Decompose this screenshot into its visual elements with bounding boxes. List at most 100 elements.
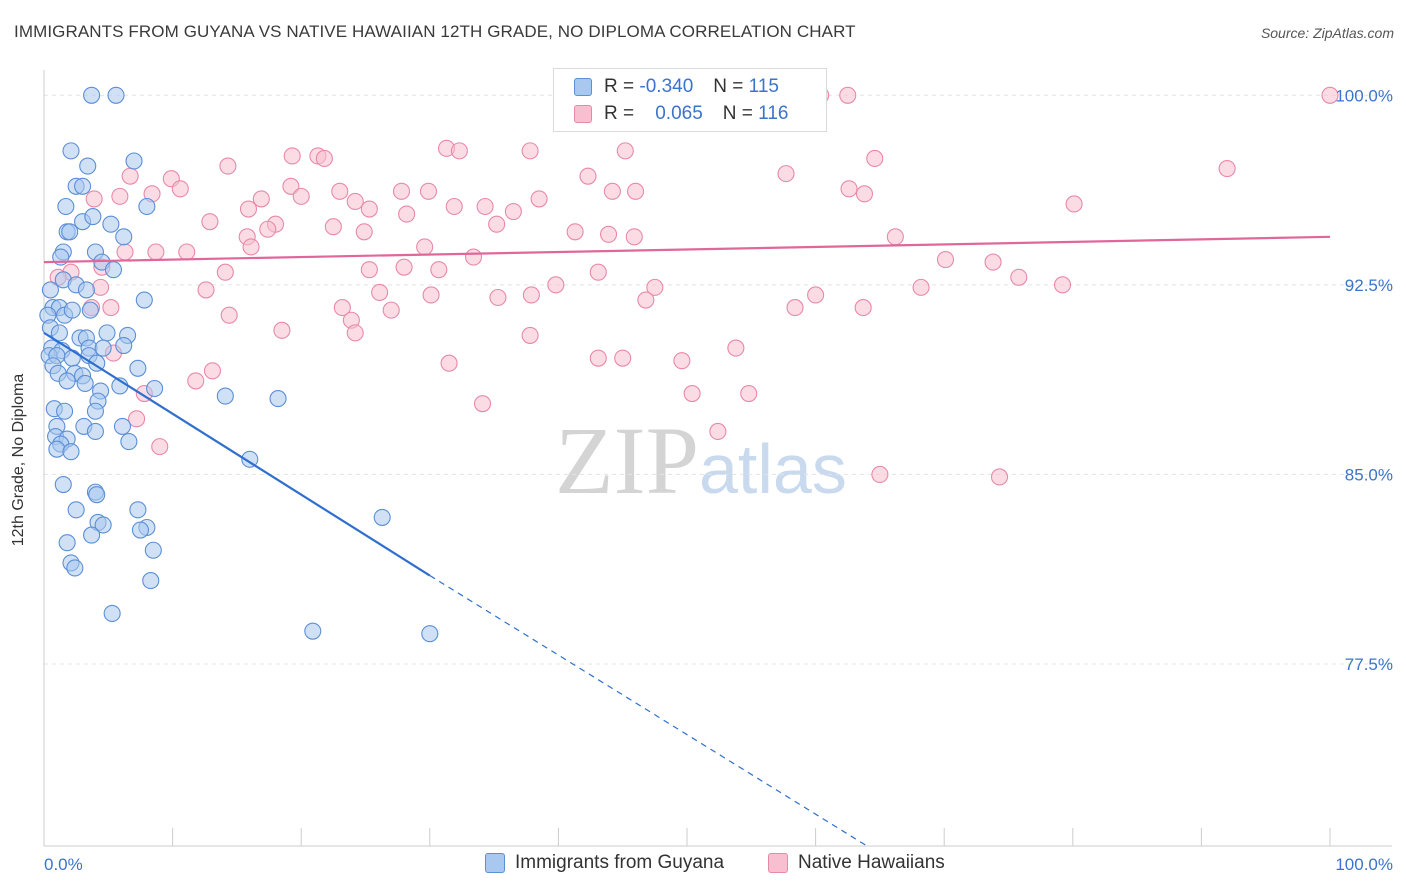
legend-n-label: N = (713, 76, 744, 97)
legend-n-value: 115 (748, 76, 779, 97)
point-native-hawaiians (220, 306, 238, 324)
point-native-hawaiians (239, 200, 258, 218)
point-native-hawaiians (346, 192, 364, 210)
legend-swatch-pink (574, 105, 592, 123)
point-native-hawaiians (355, 223, 373, 241)
point-guyana (50, 324, 68, 342)
legend-swatch-blue (574, 78, 592, 96)
legend-row-hawaiians: R = 0.065 N = 116 (574, 101, 788, 127)
legend-row-guyana: R = -0.340 N = 115 (574, 74, 779, 100)
chart-source: Source: ZipAtlas.com (1260, 25, 1394, 41)
point-native-hawaiians (646, 278, 664, 296)
point-native-hawaiians (440, 354, 458, 372)
point-native-hawaiians (984, 253, 1002, 271)
point-native-hawaiians (392, 182, 411, 200)
point-native-hawaiians (419, 182, 438, 200)
x-tick-label-max: 100.0% (1335, 855, 1393, 874)
point-native-hawaiians (333, 299, 351, 317)
point-native-hawaiians (589, 349, 607, 367)
y-tick-label: 85.0% (1345, 465, 1393, 484)
point-native-hawaiians (603, 182, 621, 200)
point-guyana (125, 152, 143, 170)
point-guyana (88, 486, 106, 504)
point-guyana (241, 450, 259, 468)
point-native-hawaiians (786, 299, 804, 317)
point-native-hawaiians (445, 197, 463, 216)
y-axis-label: 12th Grade, No Diploma (10, 373, 27, 547)
zipatlas-watermark: ZIPatlas (555, 405, 847, 516)
legend-swatch-pink (768, 853, 788, 873)
point-native-hawaiians (324, 218, 342, 236)
point-native-hawaiians (259, 220, 277, 238)
point-native-hawaiians (627, 182, 645, 200)
point-native-hawaiians (147, 243, 165, 261)
point-native-hawaiians (395, 258, 413, 276)
point-native-hawaiians (476, 197, 494, 216)
point-guyana (216, 387, 234, 405)
point-guyana (129, 359, 147, 377)
point-native-hawaiians (382, 301, 400, 319)
legend-r-value: -0.340 (639, 76, 694, 97)
point-native-hawaiians (673, 352, 691, 370)
point-native-hawaiians (566, 223, 584, 241)
point-guyana (86, 422, 104, 441)
legend-swatch-blue (485, 853, 505, 873)
legend-n-label: N = (722, 103, 753, 124)
guyana-points (39, 86, 439, 643)
point-native-hawaiians (273, 321, 291, 339)
point-native-hawaiians (360, 200, 378, 218)
point-native-hawaiians (201, 213, 219, 231)
y-tick-label: 100.0% (1335, 86, 1393, 105)
point-guyana (54, 475, 72, 494)
point-native-hawaiians (936, 251, 955, 269)
point-native-hawaiians (216, 263, 234, 281)
chart-title: IMMIGRANTS FROM GUYANA VS NATIVE HAWAIIA… (14, 22, 856, 41)
legend-item-guyana: Immigrants from Guyana (485, 852, 724, 874)
point-guyana (142, 572, 160, 590)
point-guyana (41, 281, 59, 299)
point-native-hawaiians (371, 283, 389, 301)
point-guyana (107, 86, 125, 104)
point-native-hawaiians (709, 422, 727, 441)
point-native-hawaiians (430, 261, 448, 279)
point-native-hawaiians (398, 205, 416, 223)
point-native-hawaiians (283, 147, 301, 165)
point-native-hawaiians (522, 286, 540, 304)
point-guyana (84, 208, 102, 226)
point-native-hawaiians (614, 349, 632, 367)
point-guyana (94, 339, 112, 357)
point-native-hawaiians (171, 180, 189, 198)
point-guyana (74, 177, 92, 195)
point-native-hawaiians (187, 372, 205, 390)
point-guyana (104, 261, 122, 279)
point-native-hawaiians (1053, 276, 1072, 294)
point-guyana (304, 622, 322, 640)
point-native-hawaiians (102, 299, 120, 317)
point-guyana (77, 281, 95, 299)
point-native-hawaiians (1010, 268, 1028, 286)
point-native-hawaiians (252, 190, 270, 208)
tick-labels: 77.5% 85.0% 92.5% 100.0% 0.0% 100.0% (44, 86, 1393, 874)
point-native-hawaiians (579, 167, 597, 185)
point-guyana (63, 301, 81, 319)
legend-item-hawaiians: Native Hawaiians (768, 852, 945, 874)
point-native-hawaiians (637, 291, 655, 309)
point-native-hawaiians (521, 326, 539, 344)
trend-lines (43, 235, 1331, 847)
watermark-zip: ZIP (555, 407, 699, 514)
correlation-legend: R = -0.340 N = 115 R = 0.065 N = 116 (553, 68, 827, 132)
point-guyana (115, 228, 133, 246)
point-native-hawaiians (111, 187, 129, 205)
point-native-hawaiians (315, 149, 333, 168)
point-guyana (94, 516, 112, 534)
trend-line-guyana (43, 331, 431, 577)
point-native-hawaiians (85, 190, 103, 208)
point-native-hawaiians (521, 142, 539, 160)
native-hawaiians-points (49, 86, 1339, 486)
axes (43, 70, 1392, 847)
point-guyana (63, 349, 81, 367)
legend-label-hawaiians: Native Hawaiians (798, 852, 945, 873)
point-native-hawaiians (151, 438, 169, 456)
x-tick-label-min: 0.0% (44, 855, 83, 874)
